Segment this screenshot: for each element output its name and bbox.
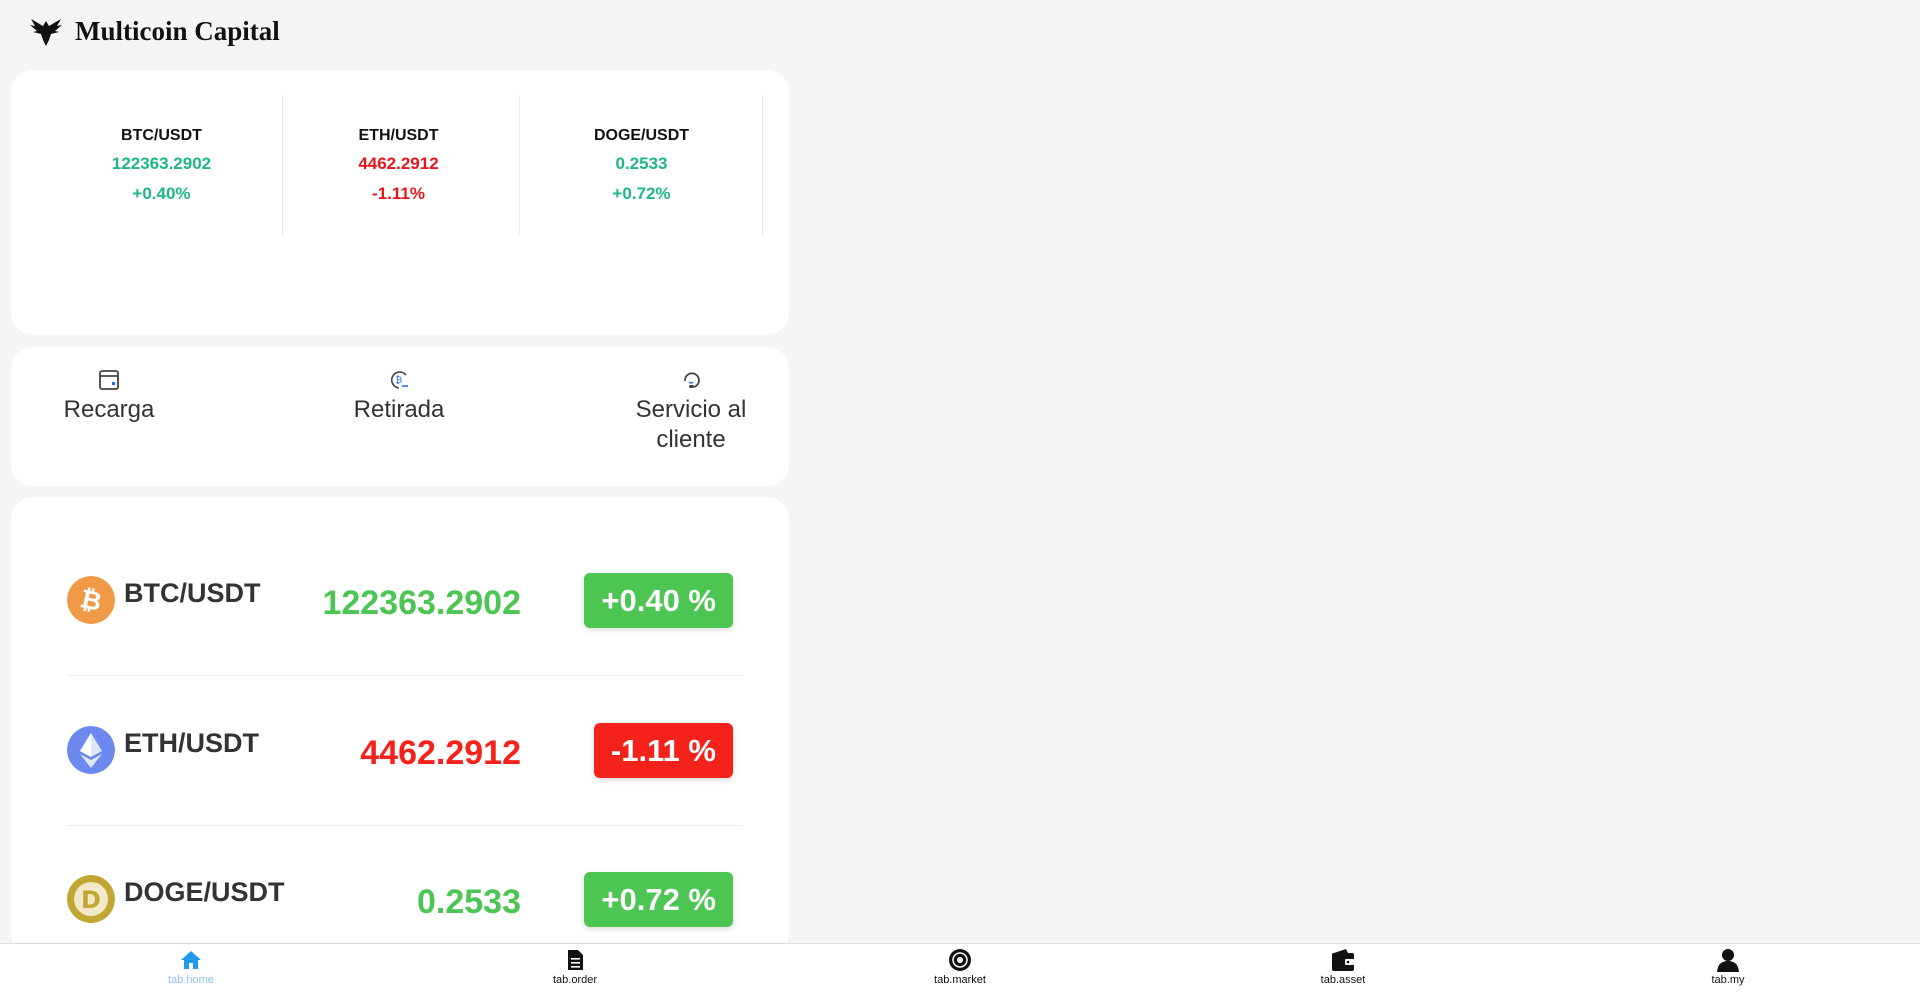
ticker-change: +0.72% bbox=[612, 184, 671, 203]
dogecoin-icon: D bbox=[67, 875, 115, 923]
withdraw-button[interactable]: ₿ Retirada bbox=[329, 369, 469, 425]
ticker-item-doge[interactable]: DOGE/USDT 0.2533 +0.72% bbox=[521, 95, 763, 235]
tab-asset[interactable]: tab.asset bbox=[1283, 948, 1403, 986]
tab-market[interactable]: tab.market bbox=[900, 948, 1020, 986]
pair-price: 122363.2902 bbox=[322, 584, 521, 622]
headset-icon bbox=[684, 372, 700, 388]
ticker-card: BTC/USDT 122363.2902 +0.40% ETH/USDT 446… bbox=[11, 70, 789, 335]
bitcoin-withdraw-icon: ₿ bbox=[391, 371, 408, 389]
recharge-label: Recarga bbox=[63, 396, 155, 423]
brand-logo: Multicoin Capital bbox=[29, 16, 280, 47]
document-icon bbox=[568, 950, 583, 970]
eagle-logo-icon bbox=[30, 18, 62, 46]
quick-actions-card: Recarga ₿ Retirada Servicio al cliente bbox=[11, 347, 789, 486]
market-row-btc[interactable]: ₿ BTC/USDT 122363.2902 +0.40 % bbox=[67, 526, 743, 676]
tab-label: tab.home bbox=[168, 974, 214, 986]
bottom-tab-bar: tab.home tab.order tab.market tab.asset … bbox=[0, 943, 1920, 993]
ticker-price: 4462.2912 bbox=[358, 154, 439, 173]
ethereum-icon bbox=[67, 726, 115, 774]
wallet-card-icon bbox=[99, 370, 119, 390]
customer-service-label: Servicio al cliente bbox=[635, 396, 747, 453]
market-list-card: ₿ BTC/USDT 122363.2902 +0.40 % ETH/USDT … bbox=[11, 497, 789, 957]
ticker-item-btc[interactable]: BTC/USDT 122363.2902 +0.40% bbox=[41, 95, 283, 235]
change-badge: -1.11 % bbox=[593, 723, 733, 778]
customer-service-button[interactable]: Servicio al cliente bbox=[621, 369, 761, 455]
tab-label: tab.my bbox=[1711, 974, 1745, 986]
tab-my[interactable]: tab.my bbox=[1668, 948, 1788, 986]
ticker-item-eth[interactable]: ETH/USDT 4462.2912 -1.11% bbox=[278, 95, 520, 235]
change-badge: +0.72 % bbox=[584, 872, 733, 927]
ticker-price: 122363.2902 bbox=[111, 154, 212, 173]
home-icon bbox=[181, 951, 201, 969]
user-icon bbox=[1717, 949, 1739, 972]
change-badge: +0.40 % bbox=[584, 573, 733, 628]
bitcoin-icon: ₿ bbox=[67, 576, 115, 624]
tab-home[interactable]: tab.home bbox=[131, 948, 251, 986]
withdraw-label: Retirada bbox=[353, 396, 445, 423]
pair-name: BTC/USDT bbox=[124, 578, 261, 608]
wallet-icon bbox=[1332, 949, 1354, 971]
brand-name: Multicoin Capital bbox=[75, 16, 280, 46]
tab-label: tab.market bbox=[934, 974, 986, 986]
tab-order[interactable]: tab.order bbox=[515, 948, 635, 986]
tab-label: tab.asset bbox=[1320, 974, 1366, 986]
pair-price: 4462.2912 bbox=[360, 734, 521, 772]
market-row-doge[interactable]: D DOGE/USDT 0.2533 +0.72 % bbox=[67, 825, 743, 975]
market-icon bbox=[949, 949, 971, 971]
ticker-price: 0.2533 bbox=[615, 154, 668, 173]
pair-name: ETH/USDT bbox=[124, 728, 259, 758]
svg-text:₿: ₿ bbox=[396, 375, 403, 386]
ticker-pair: ETH/USDT bbox=[358, 127, 439, 144]
pair-name: DOGE/USDT bbox=[124, 877, 285, 907]
ticker-pair: BTC/USDT bbox=[121, 127, 202, 144]
tab-label: tab.order bbox=[552, 974, 598, 986]
recharge-button[interactable]: Recarga bbox=[39, 369, 179, 425]
ticker-pair: DOGE/USDT bbox=[593, 127, 690, 144]
pair-price: 0.2533 bbox=[417, 883, 521, 921]
svg-text:D: D bbox=[81, 886, 101, 914]
market-row-eth[interactable]: ETH/USDT 4462.2912 -1.11 % bbox=[67, 676, 743, 826]
ticker-change: -1.11% bbox=[372, 184, 425, 203]
ticker-change: +0.40% bbox=[132, 184, 191, 203]
